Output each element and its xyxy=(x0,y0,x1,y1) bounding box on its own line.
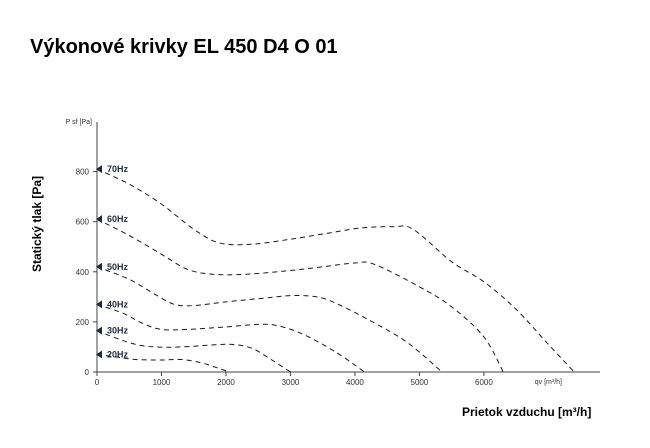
series-label-30Hz: 30Hz xyxy=(107,326,129,336)
series-marker-40Hz xyxy=(96,300,102,309)
chart-title: Výkonové krivky EL 450 D4 O 01 xyxy=(30,36,338,58)
y-tick-label: 400 xyxy=(76,268,90,277)
x-unit-label: qv [m³/h] xyxy=(535,379,562,386)
chart-axes: P sf [Pa] qv [m³/h] 0 200 400 600 800 0 1000 2000… xyxy=(66,119,600,387)
x-tick-label: 4000 xyxy=(346,378,364,387)
series-marker-50Hz xyxy=(96,262,102,271)
series-label-70Hz: 70Hz xyxy=(107,164,129,174)
y-tick-label: 200 xyxy=(76,318,90,327)
series-line-40Hz xyxy=(96,303,365,373)
series-marker-20Hz xyxy=(96,350,102,359)
series-line-50Hz xyxy=(96,266,443,373)
y-unit-label: P sf [Pa] xyxy=(66,119,92,126)
series-marker-60Hz xyxy=(96,215,102,224)
chart-labels: 70Hz 60Hz 50Hz 40Hz 30Hz 20Hz xyxy=(96,164,129,359)
series-marker-30Hz xyxy=(96,326,102,335)
x-tick-label: 5000 xyxy=(411,378,429,387)
series-line-60Hz xyxy=(96,218,504,373)
x-tick-label: 3000 xyxy=(282,378,300,387)
chart-curves xyxy=(96,168,575,373)
series-line-20Hz xyxy=(96,354,230,373)
y-tick-label: 600 xyxy=(76,218,90,227)
x-tick-label: 6000 xyxy=(475,378,493,387)
x-tick-label: 2000 xyxy=(217,378,235,387)
x-tick-label: 1000 xyxy=(153,378,171,387)
y-tick-label: 0 xyxy=(85,368,90,377)
series-marker-70Hz xyxy=(96,165,102,174)
x-axis-title: Prietok vzduchu [m³/h] xyxy=(462,405,592,419)
series-label-60Hz: 60Hz xyxy=(107,214,129,224)
y-tick-label: 800 xyxy=(76,168,90,177)
series-label-50Hz: 50Hz xyxy=(107,262,129,272)
x-tick-label: 0 xyxy=(95,378,100,387)
series-line-30Hz xyxy=(96,330,291,373)
series-label-20Hz: 20Hz xyxy=(107,349,129,359)
series-line-70Hz xyxy=(96,168,575,373)
series-label-40Hz: 40Hz xyxy=(107,299,129,309)
